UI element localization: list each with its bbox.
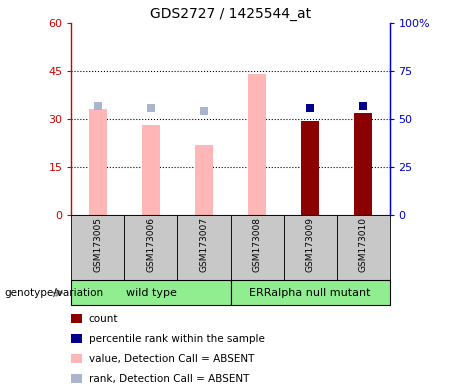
Point (306, 104, 313, 111)
Bar (71, 280, 230, 305)
Text: GSM173008: GSM173008 (253, 217, 261, 272)
Bar (230, 280, 390, 305)
Bar (195, 145, 213, 215)
Text: ERRalpha null mutant: ERRalpha null mutant (249, 288, 371, 298)
Text: percentile rank within the sample: percentile rank within the sample (89, 334, 265, 344)
Text: GSM173010: GSM173010 (359, 217, 367, 272)
Bar (230, 215, 284, 280)
Text: count: count (89, 314, 118, 324)
Point (148, 104, 155, 111)
Text: GSM173006: GSM173006 (147, 217, 155, 272)
Bar (284, 215, 337, 280)
Bar (354, 113, 372, 215)
Bar (124, 215, 177, 280)
Point (200, 108, 207, 114)
Bar (71, 215, 124, 280)
Point (359, 103, 366, 109)
Text: GSM173007: GSM173007 (200, 217, 208, 272)
Text: GSM173009: GSM173009 (306, 217, 314, 272)
Text: GSM173005: GSM173005 (94, 217, 102, 272)
Text: value, Detection Call = ABSENT: value, Detection Call = ABSENT (89, 354, 254, 364)
Bar (248, 74, 266, 215)
Bar (142, 126, 160, 215)
Text: wild type: wild type (125, 288, 177, 298)
Bar (337, 215, 390, 280)
Bar (89, 109, 107, 215)
Title: GDS2727 / 1425544_at: GDS2727 / 1425544_at (150, 7, 311, 21)
Bar (177, 215, 230, 280)
Bar (301, 121, 319, 215)
Text: rank, Detection Call = ABSENT: rank, Detection Call = ABSENT (89, 374, 249, 384)
Text: genotype/variation: genotype/variation (5, 288, 104, 298)
Point (94, 103, 101, 109)
